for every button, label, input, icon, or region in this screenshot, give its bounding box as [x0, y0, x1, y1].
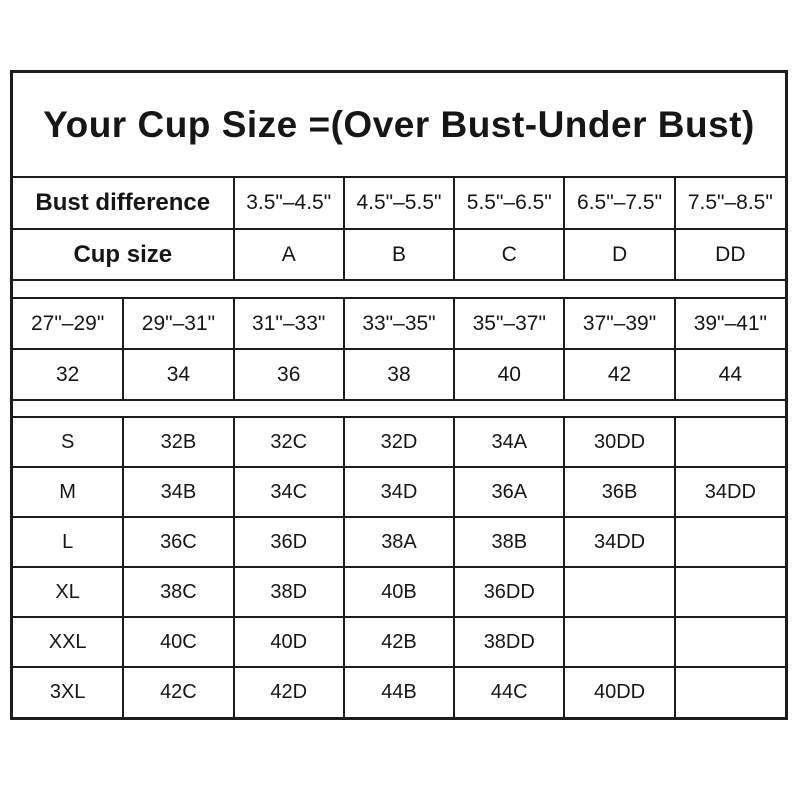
table-cell: 32B: [122, 416, 235, 468]
table-cell: 40: [453, 348, 566, 401]
table-cell: [673, 516, 785, 568]
table-cell: [673, 616, 785, 668]
table-cell: 37"–39": [563, 297, 676, 350]
table-cell: 3.5"–4.5": [232, 178, 345, 230]
table-cell: 42B: [342, 616, 456, 668]
cup-size-table: Bust difference 3.5"–4.5" 4.5"–5.5" 5.5"…: [13, 178, 785, 281]
table-row: Bust difference 3.5"–4.5" 4.5"–5.5" 5.5"…: [13, 178, 785, 230]
table-cell: 38C: [122, 566, 235, 618]
table-cell: D: [563, 228, 676, 281]
table-cell: 36DD: [453, 566, 566, 618]
table-cell: 29"–31": [122, 297, 235, 350]
size-label: S: [13, 416, 125, 468]
bra-size-table: S 32B 32C 32D 34A 30DD M 34B 34C 34D 36A…: [13, 416, 785, 717]
size-label: L: [13, 516, 125, 568]
table-cell: 40DD: [563, 666, 676, 717]
table-row: XL 38C 38D 40B 36DD: [13, 566, 785, 618]
table-cell: 32D: [342, 416, 456, 468]
table-cell: 31"–33": [232, 297, 345, 350]
table-row: Cup size A B C D DD: [13, 228, 785, 281]
table-row: L 36C 36D 38A 38B 34DD: [13, 516, 785, 568]
table-cell: 44B: [342, 666, 456, 717]
table-cell: 44: [673, 348, 785, 401]
size-chart: Your Cup Size =(Over Bust-Under Bust) Bu…: [10, 70, 788, 720]
table-cell: 38DD: [453, 616, 566, 668]
table-cell: 34A: [453, 416, 566, 468]
table-cell: 40C: [122, 616, 235, 668]
table-cell: 36: [232, 348, 345, 401]
table-cell: DD: [673, 228, 785, 281]
table-cell: [563, 566, 676, 618]
table-cell: 40B: [342, 566, 456, 618]
band-size-table: 27"–29" 29"–31" 31"–33" 33"–35" 35"–37" …: [13, 297, 785, 401]
table-cell: A: [232, 228, 345, 281]
table-row: M 34B 34C 34D 36A 36B 34DD: [13, 466, 785, 518]
table-cell: 33"–35": [342, 297, 456, 350]
table-row: 27"–29" 29"–31" 31"–33" 33"–35" 35"–37" …: [13, 297, 785, 350]
table-cell: 38A: [342, 516, 456, 568]
table-cell: 36C: [122, 516, 235, 568]
table-cell: 4.5"–5.5": [342, 178, 456, 230]
table-cell: 27"–29": [13, 297, 125, 350]
size-label: M: [13, 466, 125, 518]
table-cell: [673, 566, 785, 618]
table-row: XXL 40C 40D 42B 38DD: [13, 616, 785, 668]
table-cell: 42: [563, 348, 676, 401]
size-label: XXL: [13, 616, 125, 668]
table-cell: C: [453, 228, 566, 281]
table-cell: 32: [13, 348, 125, 401]
table-cell: 38: [342, 348, 456, 401]
table-cell: [563, 616, 676, 668]
table-cell: 42C: [122, 666, 235, 717]
table-cell: 36D: [232, 516, 345, 568]
table-cell: 36B: [563, 466, 676, 518]
table-cell: 34C: [232, 466, 345, 518]
table-cell: 38D: [232, 566, 345, 618]
section-spacer: [13, 281, 785, 297]
table-cell: 34D: [342, 466, 456, 518]
size-label: XL: [13, 566, 125, 618]
table-cell: 5.5"–6.5": [453, 178, 566, 230]
size-label: 3XL: [13, 666, 125, 717]
row-header-cup-size: Cup size: [13, 228, 235, 281]
table-cell: 7.5"–8.5": [673, 178, 785, 230]
table-row: 32 34 36 38 40 42 44: [13, 348, 785, 401]
section-spacer: [13, 401, 785, 416]
table-row: 3XL 42C 42D 44B 44C 40DD: [13, 666, 785, 717]
table-cell: 44C: [453, 666, 566, 717]
table-cell: 6.5"–7.5": [563, 178, 676, 230]
table-cell: 38B: [453, 516, 566, 568]
table-cell: 34B: [122, 466, 235, 518]
table-cell: 42D: [232, 666, 345, 717]
table-cell: 36A: [453, 466, 566, 518]
chart-title: Your Cup Size =(Over Bust-Under Bust): [13, 73, 785, 178]
table-cell: 32C: [232, 416, 345, 468]
table-cell: [673, 666, 785, 717]
table-cell: 34DD: [673, 466, 785, 518]
table-cell: B: [342, 228, 456, 281]
table-cell: 39"–41": [673, 297, 785, 350]
table-cell: 34DD: [563, 516, 676, 568]
table-cell: 30DD: [563, 416, 676, 468]
table-cell: 34: [122, 348, 235, 401]
table-row: S 32B 32C 32D 34A 30DD: [13, 416, 785, 468]
row-header-bust-difference: Bust difference: [13, 178, 235, 230]
table-cell: 40D: [232, 616, 345, 668]
table-cell: 35"–37": [453, 297, 566, 350]
table-cell: [673, 416, 785, 468]
